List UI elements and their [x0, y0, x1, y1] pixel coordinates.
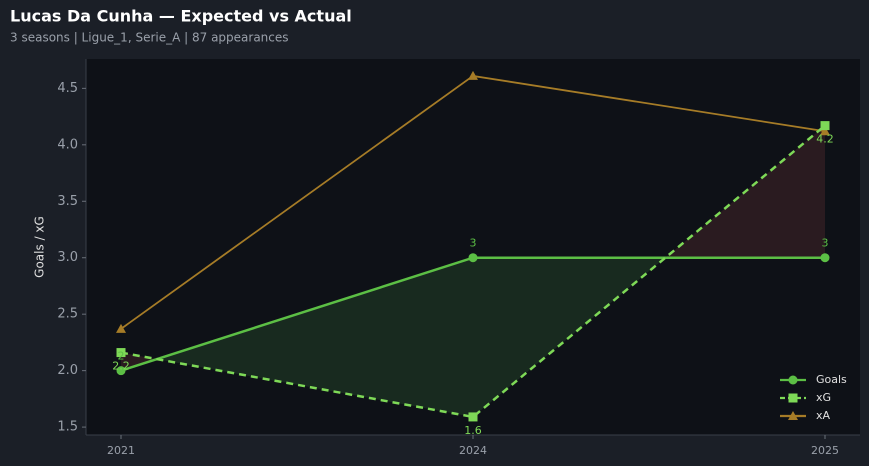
data-label: 4.2	[816, 133, 834, 146]
legend-marker	[788, 411, 798, 420]
y-tick-label: 3.5	[57, 194, 78, 209]
data-label: 2	[118, 350, 125, 363]
point	[820, 253, 830, 263]
y-tick-label: 4.0	[57, 137, 78, 152]
point	[468, 70, 478, 80]
chart-title: Lucas Da Cunha — Expected vs Actual	[10, 7, 352, 26]
chart-subtitle: 3 seasons | Ligue_1, Serie_A | 87 appear…	[10, 31, 289, 45]
gap-shade	[121, 352, 157, 371]
legend-label: Goals	[816, 373, 847, 386]
series-line	[120, 124, 826, 419]
legend-marker	[788, 393, 798, 403]
y-tick-label: 2.5	[57, 307, 78, 322]
gap-shade	[156, 257, 473, 417]
data-label: 3	[470, 237, 477, 250]
point	[116, 323, 126, 333]
x-tick-label: 2024	[459, 444, 487, 457]
data-label: 3	[822, 237, 829, 250]
point	[820, 126, 830, 136]
y-tick-label: 3.0	[57, 250, 78, 265]
point	[468, 253, 478, 263]
point	[116, 366, 126, 376]
y-tick-label: 2.0	[57, 363, 78, 378]
data-label: 1.6	[464, 424, 482, 437]
x-tick-label: 2025	[811, 444, 839, 457]
data-label: 2.2	[112, 360, 130, 373]
legend-label: xG	[816, 391, 831, 404]
legend-marker	[788, 375, 798, 385]
point	[820, 121, 830, 131]
y-axis-label: Goals / xG	[33, 216, 47, 278]
y-tick-label: 4.5	[57, 81, 78, 96]
x-tick-label: 2021	[107, 444, 135, 457]
legend-label: xA	[816, 409, 831, 422]
point	[468, 412, 478, 422]
y-tick-label: 1.5	[57, 420, 78, 435]
point	[116, 348, 126, 358]
